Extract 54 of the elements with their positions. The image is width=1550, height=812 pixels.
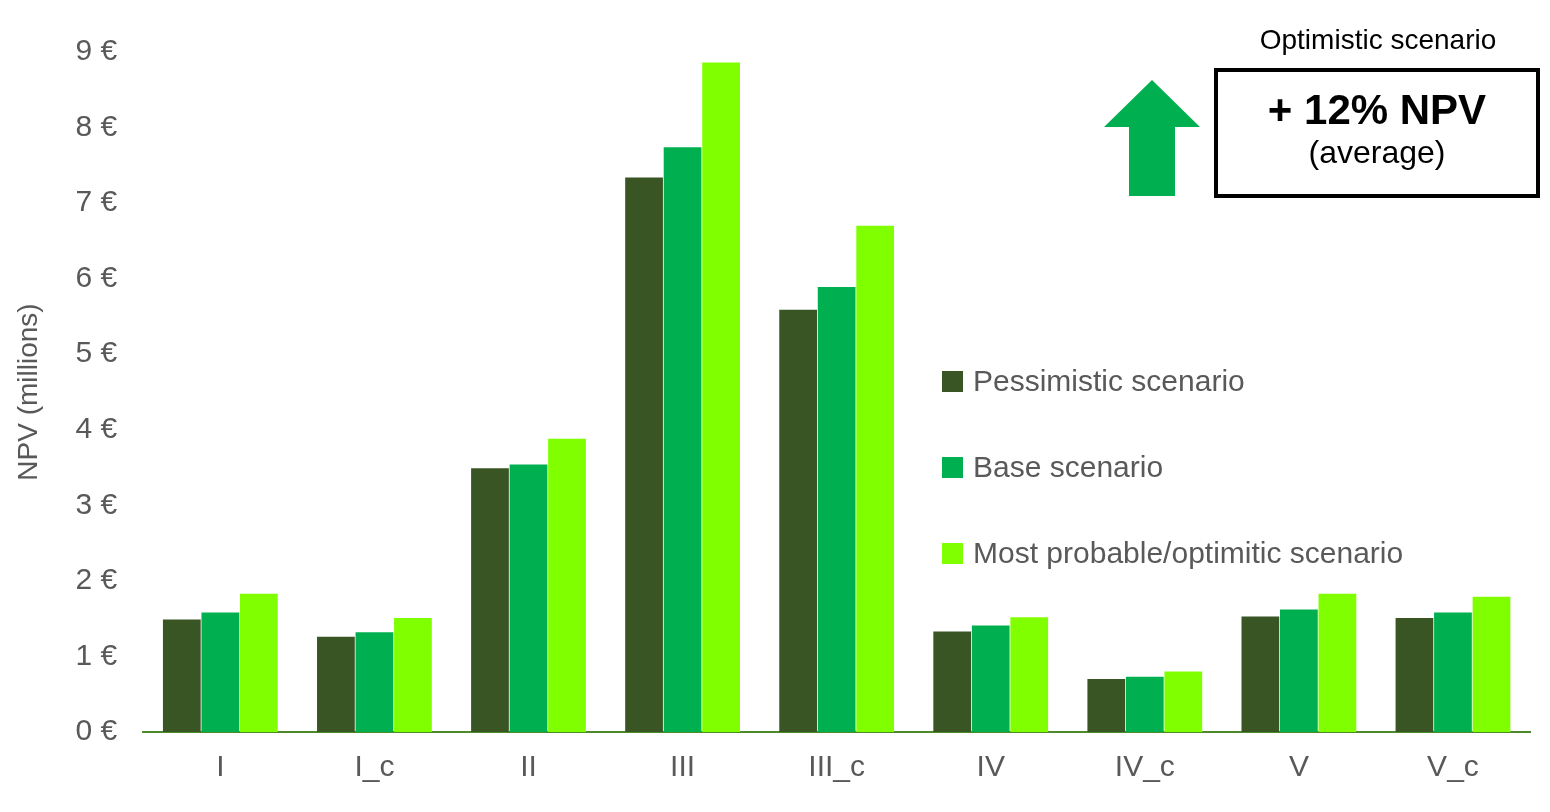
bar [239,593,278,732]
x-tick-label: IV [976,749,1005,783]
bar [548,438,586,732]
text-frame: + 12% NPV (average) [1214,68,1540,198]
y-tick-label: 3 € [75,486,118,520]
bar [1434,612,1472,732]
bar [201,612,240,732]
x-tick-label: IV_c [1114,749,1175,783]
legend-label: Most probable/optimitic scenario [973,536,1404,570]
x-tick-label: I [216,749,225,783]
bar [625,177,663,732]
y-tick-label: 2 € [75,562,118,596]
legend-label: Base scenario [973,450,1164,484]
y-tick-label: 5 € [75,335,118,369]
y-tick-label: 9 € [75,33,118,67]
legend-label: Pessimistic scenario [973,364,1245,398]
bar [663,147,702,732]
y-tick-label: 0 € [75,713,118,747]
bar [317,636,355,732]
bar [1125,676,1164,732]
x-tick-label: I_c [354,749,395,783]
bar [1241,616,1280,732]
bar [1280,609,1318,732]
bar [355,632,394,732]
y-tick-label: 8 € [75,108,118,142]
y-tick-label: 6 € [75,259,118,293]
bar [509,464,548,732]
bar [162,619,201,732]
bar [1318,593,1357,732]
annotation: (average) [1307,134,1447,171]
x-tick-label: V_c [1427,749,1479,783]
bar [1472,596,1511,732]
bar [817,286,856,732]
bar [856,225,895,732]
y-tick-label: 4 € [75,411,118,445]
annotation: Optimistic scenario [1258,24,1498,56]
bar [1164,671,1203,732]
x-tick-label: II [520,749,537,783]
bar [394,617,432,732]
annotation: + 12% NPV [1266,86,1488,134]
bar [1395,617,1434,732]
y-axis-title: NPV (millions) [11,303,43,481]
y-tick-label: 1 € [75,637,118,671]
bar [702,62,740,732]
bar [471,468,509,732]
bar [779,309,818,732]
bar [971,625,1010,732]
bar [1087,679,1126,732]
y-tick-label: 7 € [75,184,118,218]
x-tick-label: III_c [808,749,865,783]
x-tick-label: V [1288,749,1309,783]
bar [933,631,972,732]
x-tick-label: III [670,749,696,783]
bar [1010,617,1049,732]
